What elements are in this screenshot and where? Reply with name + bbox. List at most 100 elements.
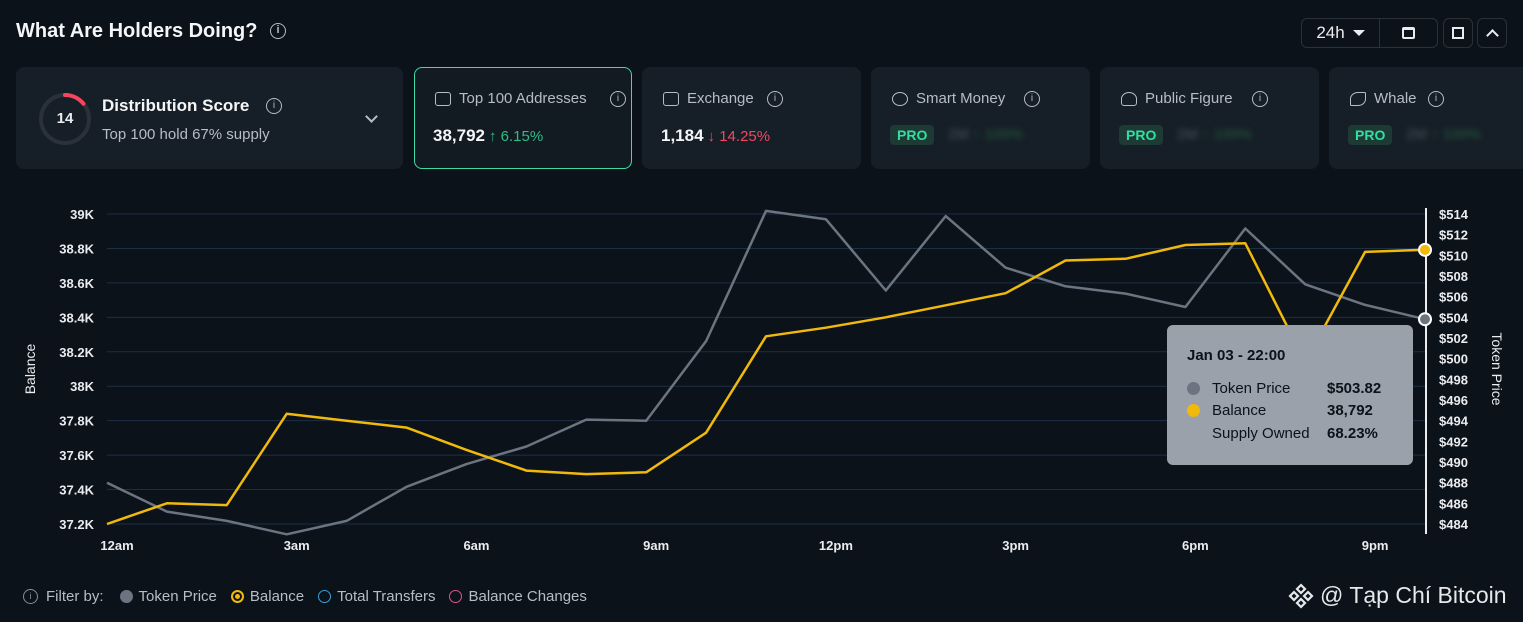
tooltip-label: Token Price: [1212, 380, 1291, 397]
info-icon[interactable]: i: [23, 588, 38, 604]
balance-marker: [1418, 242, 1432, 257]
whale-card[interactable]: Whale i PRO 2M ↑ 100%: [1329, 67, 1523, 169]
calendar-icon: [1402, 27, 1415, 39]
smart-money-card[interactable]: Smart Money i PRO 2M ↑ 100%: [871, 67, 1090, 169]
time-range-dropdown[interactable]: 24h: [1302, 19, 1380, 47]
filter-token-price[interactable]: Token Price: [119, 588, 217, 605]
locked-change: ↑ 100%: [973, 126, 1024, 143]
y-tick-label: 38.4K: [59, 310, 94, 325]
spacer: [1187, 427, 1200, 440]
token-price-line: [106, 209, 1426, 536]
exchange-value: 1,184: [661, 126, 704, 145]
locked-value: 2M ↑ 100%: [1406, 126, 1481, 143]
chart-tooltip: Jan 03 - 22:00 Token Price $503.82 Balan…: [1167, 325, 1413, 465]
y-axis-label: Balance: [22, 343, 38, 394]
x-tick-label: 9am: [643, 538, 669, 553]
fullscreen-button[interactable]: [1443, 18, 1473, 48]
card-value: 1,184 ↓ 14.25%: [661, 126, 770, 146]
locked-amount: 2M: [948, 126, 969, 143]
pro-badge[interactable]: PRO: [1348, 125, 1393, 145]
pro-badge[interactable]: PRO: [1119, 125, 1164, 145]
info-icon[interactable]: i: [1024, 91, 1040, 107]
y-tick-label: 38.8K: [59, 241, 94, 256]
x-tick-label: 6pm: [1182, 538, 1209, 553]
exchange-card[interactable]: Exchange i 1,184 ↓ 14.25%: [642, 67, 861, 169]
public-figure-card[interactable]: Public Figure i PRO 2M ↑ 100%: [1100, 67, 1319, 169]
y2-tick-label: $504: [1439, 310, 1469, 325]
card-value: 38,792 ↑ 6.15%: [433, 126, 543, 146]
y2-tick-label: $486: [1439, 496, 1468, 511]
y2-tick-label: $484: [1439, 517, 1469, 532]
info-icon[interactable]: i: [1252, 91, 1268, 107]
filter-balance-changes[interactable]: Balance Changes: [449, 587, 587, 605]
y2-tick-label: $502: [1439, 331, 1468, 346]
price-dot: [1187, 382, 1200, 395]
balance-dot: [230, 589, 244, 603]
info-icon[interactable]: i: [1428, 91, 1444, 107]
filter-item-label: Balance: [249, 587, 305, 605]
fullscreen-icon: [1452, 27, 1464, 39]
collapse-button[interactable]: [1477, 18, 1507, 48]
info-icon[interactable]: i: [270, 23, 286, 39]
y2-tick-label: $506: [1439, 290, 1468, 305]
card-title: Top 100 Addresses: [459, 90, 587, 107]
info-icon[interactable]: i: [767, 91, 783, 107]
y-tick-label: 38.6K: [59, 276, 94, 291]
page-title: What Are Holders Doing?: [16, 20, 258, 42]
balance-line: [106, 242, 1426, 526]
tooltip-label: Balance: [1212, 402, 1267, 419]
holder-cards: 14 Distribution Score i Top 100 hold 67%…: [16, 67, 1523, 170]
distribution-score-title: Distribution Score: [102, 96, 250, 115]
locked-change: ↑ 100%: [1202, 126, 1253, 143]
calendar-button[interactable]: [1380, 19, 1437, 47]
y2-tick-label: $508: [1439, 269, 1468, 284]
y2-tick-label: $496: [1439, 393, 1468, 408]
tooltip-value: $503.82: [1327, 380, 1382, 397]
info-icon[interactable]: i: [266, 98, 282, 114]
chevron-down-icon[interactable]: [365, 110, 378, 123]
y-tick-label: 37.4K: [59, 483, 94, 498]
filter-total-transfers[interactable]: Total Transfers: [318, 588, 435, 605]
tooltip-row-price: Token Price $503.82: [1187, 380, 1381, 397]
distribution-score-subtitle: Top 100 hold 67% supply: [102, 126, 270, 143]
chart-filters: i Filter by: Token Price Balance Total T…: [23, 586, 601, 606]
distribution-score-card[interactable]: 14 Distribution Score i Top 100 hold 67%…: [16, 67, 403, 169]
y2-tick-label: $492: [1439, 434, 1468, 449]
top100-card[interactable]: Top 100 Addresses i 38,792 ↑ 6.15%: [414, 67, 632, 169]
y-tick-label: 38.2K: [59, 345, 94, 360]
y2-axis-ticks: $484 $486 $488 $490 $492 $494 $496 $498 $500 $502…: [1439, 207, 1469, 532]
x-tick-label: 12pm: [819, 538, 853, 553]
y2-tick-label: $490: [1439, 455, 1468, 470]
y-tick-label: 38K: [70, 379, 94, 394]
card-title: Public Figure: [1145, 90, 1233, 107]
distribution-score-value: 14: [56, 110, 74, 127]
watermark-text: @ Tạp Chí Bitcoin: [1320, 582, 1507, 608]
locked-amount: 2M: [1406, 126, 1427, 143]
locked-value: 2M ↑ 100%: [948, 126, 1023, 143]
watermark: @ Tạp Chí Bitcoin: [1288, 582, 1507, 609]
top100-change: ↑ 6.15%: [489, 128, 544, 145]
bank-icon: [663, 92, 679, 106]
y-tick-label: 39K: [70, 207, 94, 222]
chart-markers: [1418, 242, 1432, 327]
filter-balance[interactable]: Balance: [230, 587, 305, 605]
changes-dot: [449, 589, 463, 603]
transfers-dot: [318, 589, 332, 603]
y-axis-ticks: 37.2K 37.4K 37.6K 37.8K 38K 38.2K 38.4K 38.6K 38…: [59, 207, 94, 532]
filter-label: Filter by:: [46, 587, 104, 605]
pro-badge[interactable]: PRO: [890, 125, 935, 145]
tooltip-value: 38,792: [1327, 402, 1373, 419]
y2-tick-label: $498: [1439, 372, 1468, 387]
locked-change: ↑ 100%: [1431, 126, 1482, 143]
mask-icon: [892, 92, 908, 106]
whale-icon: [1350, 92, 1366, 106]
top100-value: 38,792: [433, 126, 485, 145]
token-price-dot: [119, 589, 133, 603]
info-icon[interactable]: i: [610, 91, 626, 107]
card-title: Smart Money: [916, 90, 1006, 107]
y2-tick-label: $512: [1439, 228, 1468, 243]
filter-item-label: Balance Changes: [468, 587, 587, 605]
time-range-group: 24h: [1301, 18, 1438, 48]
y2-tick-label: $500: [1439, 352, 1468, 367]
y2-tick-label: $514: [1439, 207, 1469, 222]
